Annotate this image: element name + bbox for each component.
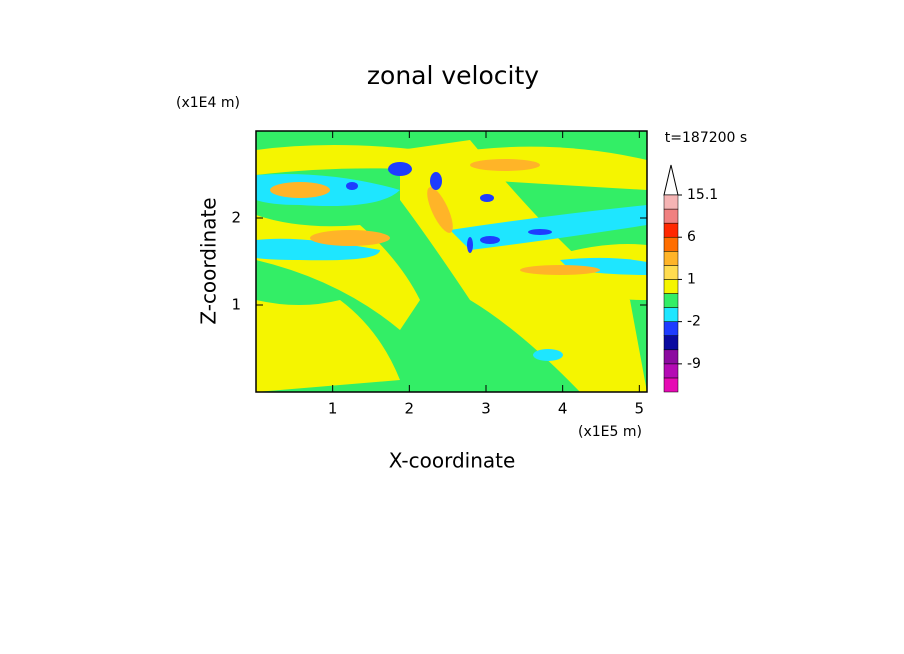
field-region: [270, 182, 330, 198]
x-unit: (x1E5 m): [578, 424, 642, 440]
colorbar-box: [663, 194, 679, 210]
field-region: [480, 194, 494, 202]
colorbar-box: [663, 363, 679, 379]
plot-frame: [255, 130, 648, 393]
colorbar-box: [663, 279, 679, 294]
colorbar-box: [663, 321, 679, 336]
field-region: [400, 140, 647, 392]
field-region: [256, 300, 400, 392]
colorbar-box: [663, 377, 679, 393]
field-region: [520, 265, 600, 275]
colorbar-extension: [663, 164, 679, 196]
field-region: [256, 145, 430, 175]
colorbar-box: [663, 236, 679, 252]
colorbar-tick-label: -9: [687, 356, 701, 372]
colorbar-tick-label: 1: [687, 271, 696, 287]
field-region: [430, 172, 442, 190]
y-tick-label: 2: [231, 209, 241, 227]
chart-title: zonal velocity: [367, 61, 539, 90]
field-region: [346, 182, 358, 190]
colorbar-tick-label: 6: [687, 229, 696, 245]
field-region: [310, 230, 390, 246]
time-label: t=187200 s: [665, 130, 747, 146]
x-tick-label: 5: [635, 400, 645, 418]
field-region: [427, 187, 453, 233]
colorbar-box: [663, 222, 679, 238]
field-region: [467, 237, 473, 253]
contour-field: [256, 131, 647, 392]
field-region: [528, 229, 552, 235]
colorbar-box: [663, 335, 679, 351]
colorbar-box: [663, 293, 679, 308]
colorbar-tick-label: -2: [687, 314, 701, 330]
y-axis-label: Z-coordinate: [197, 197, 221, 324]
x-tick-label: 2: [405, 400, 415, 418]
field-region: [533, 349, 563, 361]
x-tick-label: 4: [558, 400, 568, 418]
x-axis-label: X-coordinate: [389, 449, 516, 473]
field-region: [388, 162, 412, 176]
field-region: [470, 159, 540, 171]
y-unit: (x1E4 m): [176, 95, 240, 111]
colorbar-tick-label: 15.1: [687, 187, 718, 203]
field-region: [480, 236, 500, 244]
colorbar-box: [663, 307, 679, 322]
x-tick-label: 3: [481, 400, 491, 418]
colorbar-box: [663, 265, 679, 280]
y-tick-label: 1: [231, 296, 241, 314]
x-tick-label: 1: [328, 400, 338, 418]
colorbar-box: [663, 349, 679, 365]
colorbar-box: [663, 251, 679, 266]
field-region: [256, 238, 380, 261]
field-region: [470, 146, 647, 190]
colorbar-box: [663, 208, 679, 224]
